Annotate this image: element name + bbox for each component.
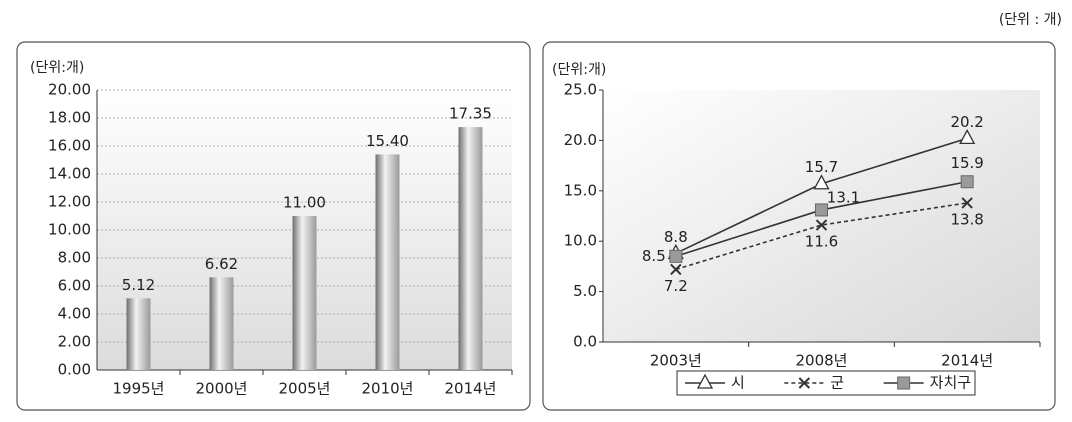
y-tick-label: 20.00: [48, 81, 91, 99]
unit-note: (단위 : 개): [999, 12, 1062, 28]
y-tick-label: 5.0: [573, 282, 597, 300]
value-label: 17.35: [449, 105, 492, 123]
x-tick-label: 2003년: [650, 352, 702, 370]
y-tick-label: 4.00: [58, 305, 91, 323]
legend-box: [676, 370, 976, 396]
y-tick-label: 6.00: [58, 277, 91, 295]
legend-marker: [897, 376, 911, 390]
marker-square: [815, 203, 828, 217]
x-tick-label: 2008년: [796, 352, 848, 370]
x-tick-label: 2005년: [279, 380, 331, 398]
bar: [375, 154, 400, 370]
bar: [126, 298, 151, 370]
y-tick-label: 0.0: [573, 333, 597, 351]
y-tick-label: 10.0: [564, 232, 597, 250]
value-label: 15.9: [950, 154, 983, 172]
y-tick-label: 8.00: [58, 249, 91, 267]
y-tick-label: 16.00: [48, 137, 91, 155]
marker-x: [961, 197, 973, 209]
legend-marker: [798, 377, 811, 389]
y-tick-label: 20.0: [564, 131, 597, 149]
x-tick-label: 2014년: [941, 352, 993, 370]
legend-marker: [696, 373, 714, 389]
value-label: 11.6: [805, 233, 838, 251]
value-label: 7.2: [664, 277, 688, 295]
y-tick-label: 10.00: [48, 221, 91, 239]
marker-x: [670, 263, 682, 276]
value-label: 8.5: [642, 247, 666, 265]
y-tick-label: 2.00: [58, 333, 91, 351]
value-label: 13.1: [827, 188, 860, 206]
y-tick-label: 15.0: [564, 181, 597, 199]
marker-triangle: [813, 174, 830, 190]
chart-subtitle: (단위:개): [552, 62, 606, 78]
value-label: 5.12: [122, 276, 155, 294]
legend-label: 군: [830, 374, 844, 392]
bar: [209, 277, 234, 370]
value-label: 13.8: [950, 210, 983, 228]
marker-square: [669, 249, 683, 263]
y-tick-label: 18.00: [48, 109, 91, 127]
chart-subtitle: (단위:개): [30, 60, 84, 76]
y-tick-label: 0.00: [58, 361, 91, 379]
legend-label: 자치구: [930, 374, 971, 392]
y-tick-label: 14.00: [48, 165, 91, 183]
bar: [292, 216, 317, 370]
marker-triangle: [959, 129, 976, 145]
x-tick-label: 2010년: [362, 380, 414, 398]
series-line: [675, 202, 968, 271]
x-tick-label: 2014년: [445, 380, 497, 398]
x-tick-label: 1995년: [113, 380, 165, 398]
value-label: 15.7: [805, 158, 838, 176]
value-label: 11.00: [283, 194, 326, 212]
legend-label: 시: [731, 374, 745, 392]
value-label: 8.8: [664, 228, 688, 246]
bar: [458, 127, 483, 370]
x-tick-label: 2000년: [196, 380, 248, 398]
y-tick-label: 12.00: [48, 193, 91, 211]
value-label: 15.40: [366, 132, 409, 150]
value-label: 20.2: [950, 113, 983, 131]
value-label: 6.62: [205, 255, 238, 273]
y-tick-label: 25.0: [564, 81, 597, 99]
marker-square: [960, 175, 974, 189]
marker-x: [815, 219, 828, 231]
